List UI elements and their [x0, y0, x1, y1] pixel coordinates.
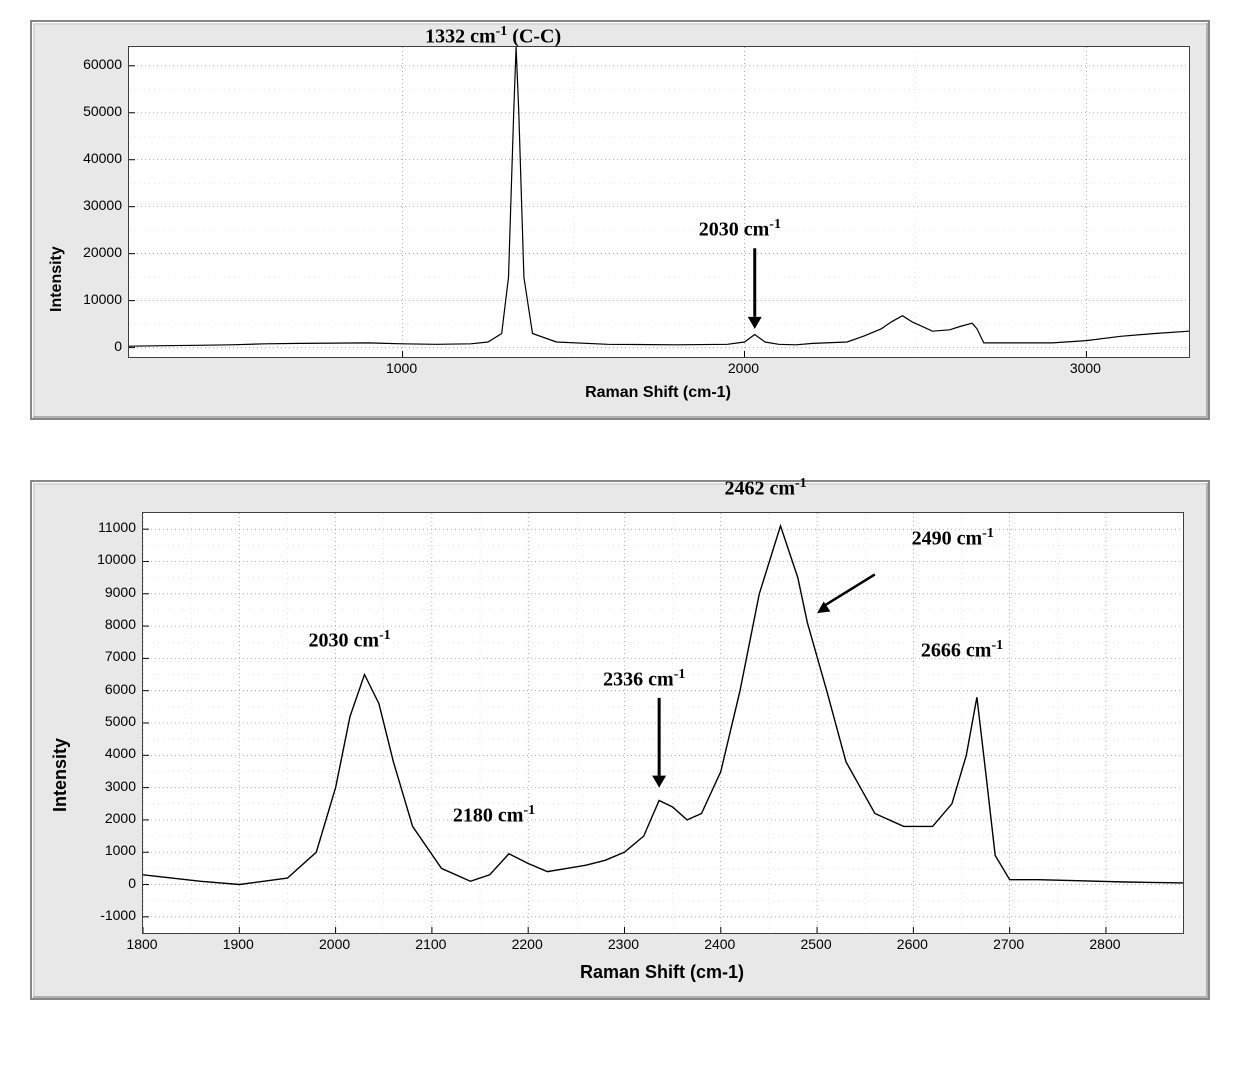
x-tick-label: 2700 [979, 936, 1039, 952]
y-tick-label: 2000 [105, 810, 136, 826]
x-tick-label: 2600 [882, 936, 942, 952]
y-tick-label: 10000 [83, 291, 122, 307]
x-tick-label: 1800 [112, 936, 172, 952]
y-tick-label: 6000 [105, 681, 136, 697]
bottom-spectrum-svg [143, 513, 1183, 933]
x-tick-label: 2500 [786, 936, 846, 952]
y-tick-label: 3000 [105, 778, 136, 794]
top-y-axis-label: Intensity [48, 246, 66, 312]
y-tick-label: 20000 [83, 244, 122, 260]
top-x-axis-label: Raman Shift (cm-1) [128, 384, 1188, 402]
peak-annotation: 2030 cm-1 [308, 628, 390, 653]
y-tick-label: -1000 [100, 907, 136, 923]
y-tick-label: 11000 [98, 519, 136, 535]
x-tick-label: 2800 [1075, 936, 1135, 952]
bottom-x-axis-label: Raman Shift (cm-1) [142, 962, 1182, 983]
y-tick-label: 8000 [105, 616, 136, 632]
peak-annotation: 2030 cm-1 [699, 217, 781, 242]
y-tick-label: 10000 [97, 551, 136, 567]
peak-annotation: 1332 cm-1 (C-C) [425, 24, 561, 49]
bottom-plot-area [142, 512, 1184, 934]
x-tick-label: 2100 [401, 936, 461, 952]
y-tick-label: 30000 [83, 197, 122, 213]
x-tick-label: 2400 [690, 936, 750, 952]
peak-annotation: 2180 cm-1 [453, 803, 535, 828]
x-tick-label: 2300 [593, 936, 653, 952]
peak-annotation: 2336 cm-1 [603, 667, 685, 692]
y-tick-label: 0 [114, 338, 122, 354]
peak-annotation: 2462 cm-1 [724, 476, 806, 501]
bottom-y-axis-label: Intensity [50, 738, 71, 812]
y-tick-label: 50000 [83, 103, 122, 119]
top-chart-panel: Intensity Raman Shift (cm-1) 0 10000 20000… [30, 20, 1210, 420]
y-tick-label: 5000 [105, 713, 136, 729]
y-tick-label: 1000 [105, 842, 136, 858]
y-tick-label: 40000 [83, 150, 122, 166]
x-tick-label: 2000 [305, 936, 365, 952]
page: Intensity Raman Shift (cm-1) 01000020000… [0, 0, 1240, 1082]
x-tick-label: 1900 [208, 936, 268, 952]
y-tick-label: 0 [128, 875, 136, 891]
y-tick-label: 9000 [105, 584, 136, 600]
y-tick-label: 60000 [83, 56, 122, 72]
x-tick-label: 2000 [713, 360, 773, 376]
x-tick-label: 2200 [497, 936, 557, 952]
x-tick-label: 1000 [372, 360, 432, 376]
x-tick-label: 3000 [1055, 360, 1115, 376]
y-tick-label: 7000 [105, 648, 136, 664]
top-spectrum-svg [129, 47, 1189, 357]
peak-annotation: 2490 cm-1 [912, 526, 994, 551]
y-tick-label: 4000 [105, 745, 136, 761]
bottom-chart-panel: Intensity Raman Shift (cm-1) -1000 0 1000 2… [30, 480, 1210, 1000]
peak-annotation: 2666 cm-1 [921, 638, 1003, 663]
top-plot-area [128, 46, 1190, 358]
